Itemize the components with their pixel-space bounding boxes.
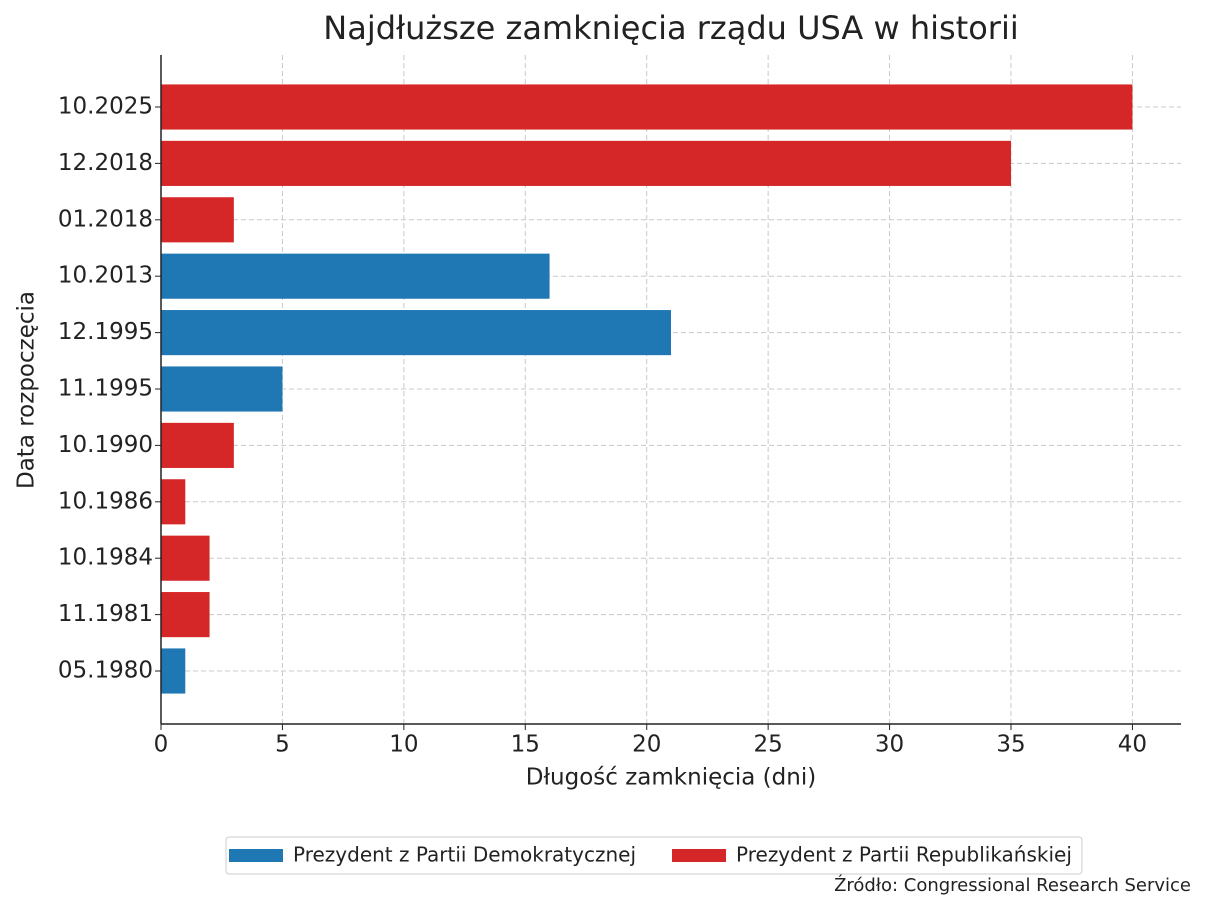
y-tick-label: 10.2025 <box>58 94 153 120</box>
legend-label: Prezydent z Partii Demokratycznej <box>293 843 636 867</box>
y-tick-label: 11.1995 <box>58 376 153 402</box>
y-tick-label: 12.1995 <box>58 319 153 345</box>
y-tick-label: 10.2013 <box>58 263 153 289</box>
bar <box>161 310 671 356</box>
x-tick-label: 20 <box>632 732 661 758</box>
x-tick-label: 0 <box>154 732 169 758</box>
y-tick-label: 11.1981 <box>58 601 153 627</box>
bar <box>161 366 283 412</box>
y-tick-label: 10.1984 <box>58 545 153 571</box>
y-tick-label: 12.2018 <box>58 150 153 176</box>
legend-label: Prezydent z Partii Republikańskiej <box>736 843 1072 867</box>
x-tick-label: 40 <box>1118 732 1147 758</box>
bar <box>161 422 234 468</box>
bar <box>161 479 186 525</box>
x-tick-label: 5 <box>275 732 290 758</box>
x-tick-label: 35 <box>996 732 1025 758</box>
legend-swatch <box>229 849 283 862</box>
bar <box>161 592 210 638</box>
bar <box>161 140 1011 186</box>
bar <box>161 84 1133 130</box>
chart-title: Najdłuższe zamknięcia rządu USA w histor… <box>323 9 1018 47</box>
legend-swatch <box>672 849 727 862</box>
bar <box>161 535 210 581</box>
x-axis-label: Długość zamknięcia (dni) <box>526 765 816 791</box>
x-tick-label: 25 <box>754 732 783 758</box>
y-axis-label: Data rozpoczęcia <box>14 291 40 489</box>
source-note: Źródło: Congressional Research Service <box>834 874 1191 896</box>
y-tick-label: 01.2018 <box>58 206 153 232</box>
y-tick-label: 10.1986 <box>58 488 153 514</box>
legend: Prezydent z Partii Demokratycznej Prezyde… <box>225 836 1083 875</box>
legend-box <box>225 836 1083 875</box>
bar <box>161 197 234 243</box>
bar <box>161 253 550 299</box>
x-tick-label: 10 <box>389 732 418 758</box>
x-tick-label: 15 <box>511 732 540 758</box>
bar <box>161 648 186 694</box>
y-tick-label: 05.1980 <box>58 658 153 684</box>
x-tick-label: 30 <box>875 732 904 758</box>
y-tick-label: 10.1990 <box>58 432 153 458</box>
